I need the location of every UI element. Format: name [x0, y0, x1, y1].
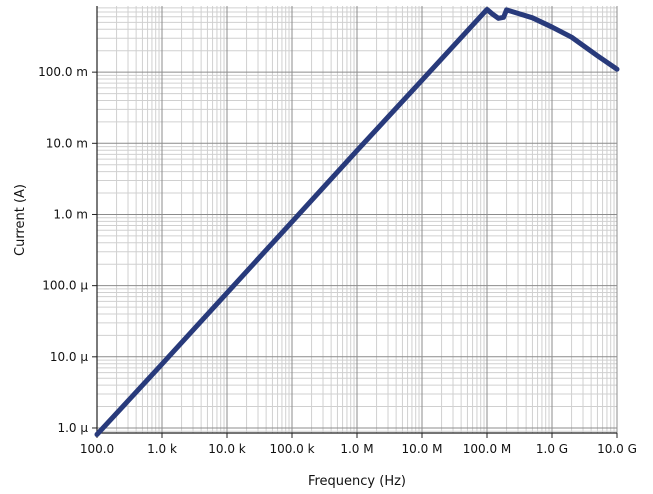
y-tick-label: 100.0 µ [42, 279, 88, 293]
major-gridlines [96, 6, 618, 433]
x-tick-label: 1.0 k [147, 442, 177, 456]
y-tick-label: 1.0 m [53, 207, 88, 221]
y-axis-title: Current (A) [13, 184, 28, 256]
x-tick-label: 10.0 M [402, 442, 443, 456]
x-tick-label: 1.0 G [536, 442, 568, 456]
series-line [94, 6, 620, 437]
x-tick-label: 10.0 k [208, 442, 246, 456]
x-tick-label: 100.0 M [463, 442, 512, 456]
x-tick-labels: 100.0 1.0 k 10.0 k 100.0 k 1.0 M 10.0 M 100.0 … [80, 442, 637, 456]
axes [92, 6, 618, 438]
x-tick-label: 10.0 G [597, 442, 637, 456]
y-tick-label: 10.0 m [46, 136, 88, 150]
series-group [94, 6, 620, 437]
x-tick-label: 1.0 M [340, 442, 373, 456]
x-tick-label: 100.0 [80, 442, 114, 456]
x-tick-label: 100.0 k [269, 442, 314, 456]
y-tick-labels: 1.0 µ 10.0 µ 100.0 µ 1.0 m 10.0 m 100.0 m [38, 65, 88, 435]
y-tick-label: 100.0 m [38, 65, 88, 79]
y-tick-label: 10.0 µ [50, 350, 89, 364]
y-tick-label: 1.0 µ [57, 421, 88, 435]
x-axis-title: Frequency (Hz) [308, 474, 406, 489]
